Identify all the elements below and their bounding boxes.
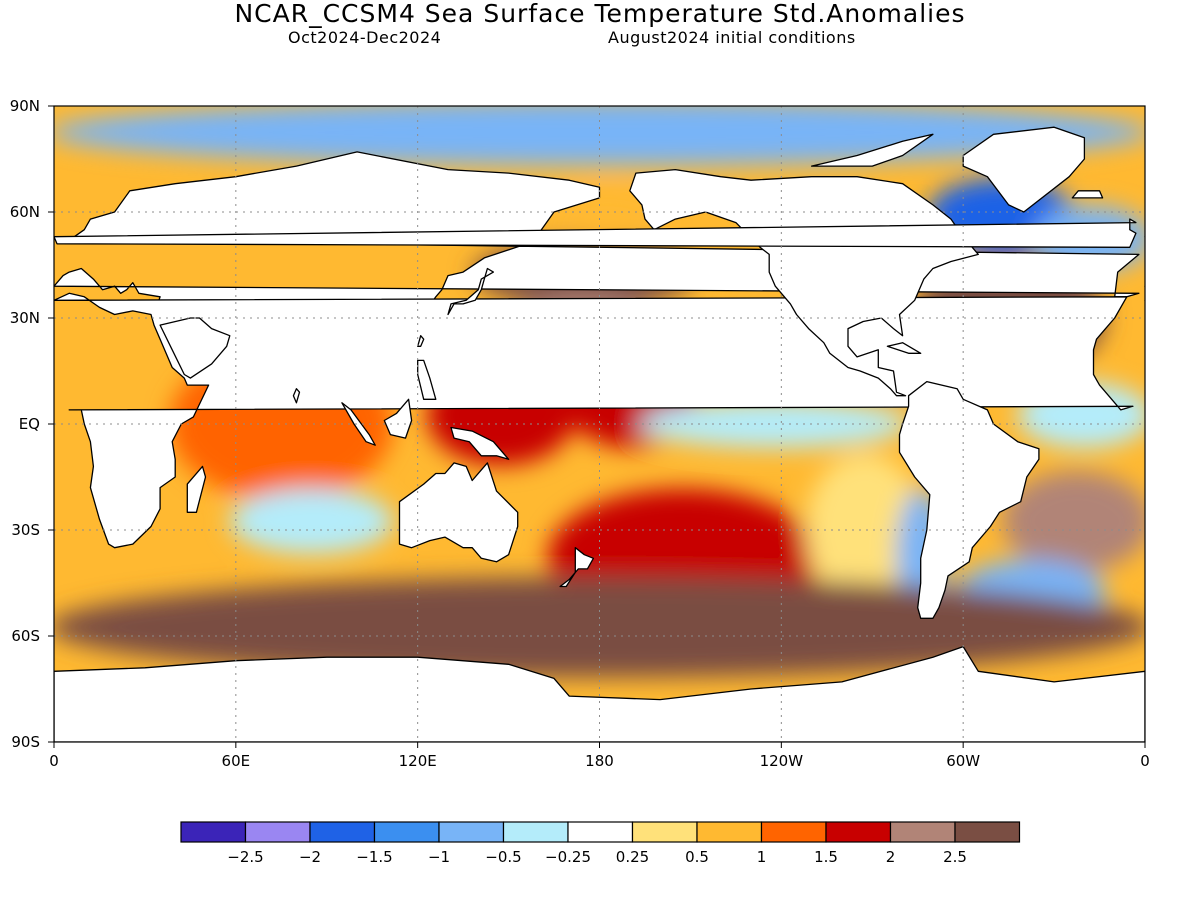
anomaly-region-southern-ocean bbox=[54, 577, 1145, 678]
initial-conditions: August2024 initial conditions bbox=[608, 28, 856, 47]
colorbar-label: −2 bbox=[299, 848, 321, 866]
anomaly-region-equatorial-pacific-cold-tongue bbox=[638, 400, 909, 448]
lon-tick-label: 60W bbox=[946, 752, 980, 770]
land-greenland bbox=[962, 126, 1086, 213]
colorbar-label: 0.25 bbox=[616, 848, 649, 866]
colorbar bbox=[180, 821, 1021, 843]
latitude-ticks: 90N 60N 30N EQ 30S 60S 90S bbox=[10, 97, 54, 751]
land-sri-lanka bbox=[292, 388, 301, 404]
land-arabia-closing bbox=[159, 317, 231, 379]
colorbar-label: −2.5 bbox=[227, 848, 263, 866]
land-borneo bbox=[383, 398, 413, 439]
colorbar-swatch bbox=[696, 821, 763, 843]
lon-tick-label: 120E bbox=[399, 752, 437, 770]
lat-tick-label: 30S bbox=[11, 521, 40, 539]
colorbar-label: 1.5 bbox=[814, 848, 838, 866]
lat-tick-label: 90N bbox=[10, 97, 40, 115]
land-philippines bbox=[417, 359, 437, 400]
lat-tick-label: 60S bbox=[11, 627, 40, 645]
lon-tick-label: 120W bbox=[760, 752, 804, 770]
map-grid bbox=[54, 106, 1145, 742]
colorbar-swatch bbox=[502, 821, 569, 843]
colorbar-swatch bbox=[567, 821, 634, 843]
colorbar-label: 1 bbox=[757, 848, 767, 866]
colorbar-swatch bbox=[631, 821, 698, 843]
lon-tick-label: 60E bbox=[222, 752, 251, 770]
land-cuba bbox=[886, 342, 922, 354]
colorbar-swatch bbox=[825, 821, 892, 843]
colorbar-label: 0.5 bbox=[685, 848, 709, 866]
colorbar-label: −1.5 bbox=[356, 848, 392, 866]
lon-tick-label: 0 bbox=[1140, 752, 1150, 770]
anomaly-region-south-atlantic bbox=[1002, 471, 1145, 572]
colorbar-label: −0.25 bbox=[545, 848, 591, 866]
anomaly-region-south-pacific-east bbox=[805, 453, 924, 607]
land-new-zealand bbox=[559, 547, 595, 588]
anomaly-region-indian-ocean-south-cool bbox=[229, 488, 394, 554]
colorbar-swatch bbox=[954, 821, 1021, 843]
colorbar-label: 2 bbox=[886, 848, 896, 866]
lat-tick-label: 90S bbox=[11, 733, 40, 751]
colorbar-label: −1 bbox=[428, 848, 450, 866]
land-masses bbox=[54, 126, 1145, 742]
plot-title: NCAR_CCSM4 Sea Surface Temperature Std.A… bbox=[234, 0, 966, 28]
colorbar-swatch bbox=[180, 821, 247, 843]
land-antarctica bbox=[54, 645, 1145, 742]
land-japan bbox=[447, 267, 495, 316]
lat-tick-label: EQ bbox=[19, 415, 40, 433]
land-sumatra bbox=[341, 402, 376, 446]
lon-tick-label: 180 bbox=[585, 752, 614, 770]
land-arctic-islands bbox=[810, 133, 934, 167]
land-taiwan bbox=[417, 335, 425, 347]
land-australia bbox=[398, 462, 519, 563]
colorbar-labels: −2.5 −2 −1.5 −1 −0.5 −0.25 0.25 0.5 1 1.5 2 2.5 bbox=[227, 848, 967, 866]
colorbar-swatch bbox=[244, 821, 311, 843]
lat-tick-label: 60N bbox=[10, 203, 40, 221]
land-iceland bbox=[1071, 190, 1104, 199]
colorbar-label: 2.5 bbox=[943, 848, 967, 866]
land-eurasia-wrap bbox=[1144, 285, 1145, 287]
colorbar-swatch bbox=[889, 821, 956, 843]
lat-tick-label: 30N bbox=[10, 309, 40, 327]
colorbar-swatch bbox=[373, 821, 440, 843]
land-new-guinea bbox=[450, 426, 510, 460]
land-madagascar bbox=[186, 465, 207, 513]
colorbar-label: −0.5 bbox=[485, 848, 521, 866]
map-area bbox=[54, 106, 1145, 742]
forecast-period: Oct2024-Dec2024 bbox=[288, 28, 442, 47]
colorbar-swatch bbox=[309, 821, 376, 843]
lon-tick-label: 0 bbox=[49, 752, 59, 770]
land-uk-wrap bbox=[1144, 236, 1145, 239]
land-africa-wrap bbox=[1144, 299, 1145, 301]
land-uk bbox=[54, 218, 1137, 248]
colorbar-swatch bbox=[438, 821, 505, 843]
longitude-ticks: 0 60E 120E 180 120W 60W 0 bbox=[49, 742, 1150, 770]
colorbar-swatch bbox=[760, 821, 827, 843]
